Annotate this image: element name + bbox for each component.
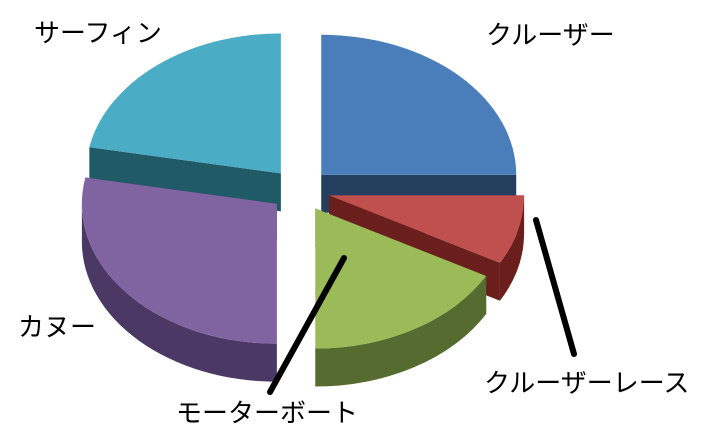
leader-line-cruiser-race [533,217,577,357]
slice-label-cruiser: クルーザー [486,21,615,51]
pie-slice-surfing [89,33,281,212]
leader-line-motorboat [267,255,347,395]
pie-slice-motorboat [315,208,487,387]
pie-slice-canoe [81,177,277,382]
slice-label-surfing: サーフィン [34,19,162,49]
leader-lines [267,217,577,395]
pie-slice-cruiser [321,34,517,213]
slice-label-canoe: カヌー [18,313,96,343]
pie-labels: クルーザー クルーザーレース モーターボート カヌー サーフィン [18,19,689,429]
slice-label-motorboat: モーターボート [176,399,358,429]
slice-label-cruiser-race: クルーザーレース [484,369,689,399]
pie-slices [81,33,525,387]
